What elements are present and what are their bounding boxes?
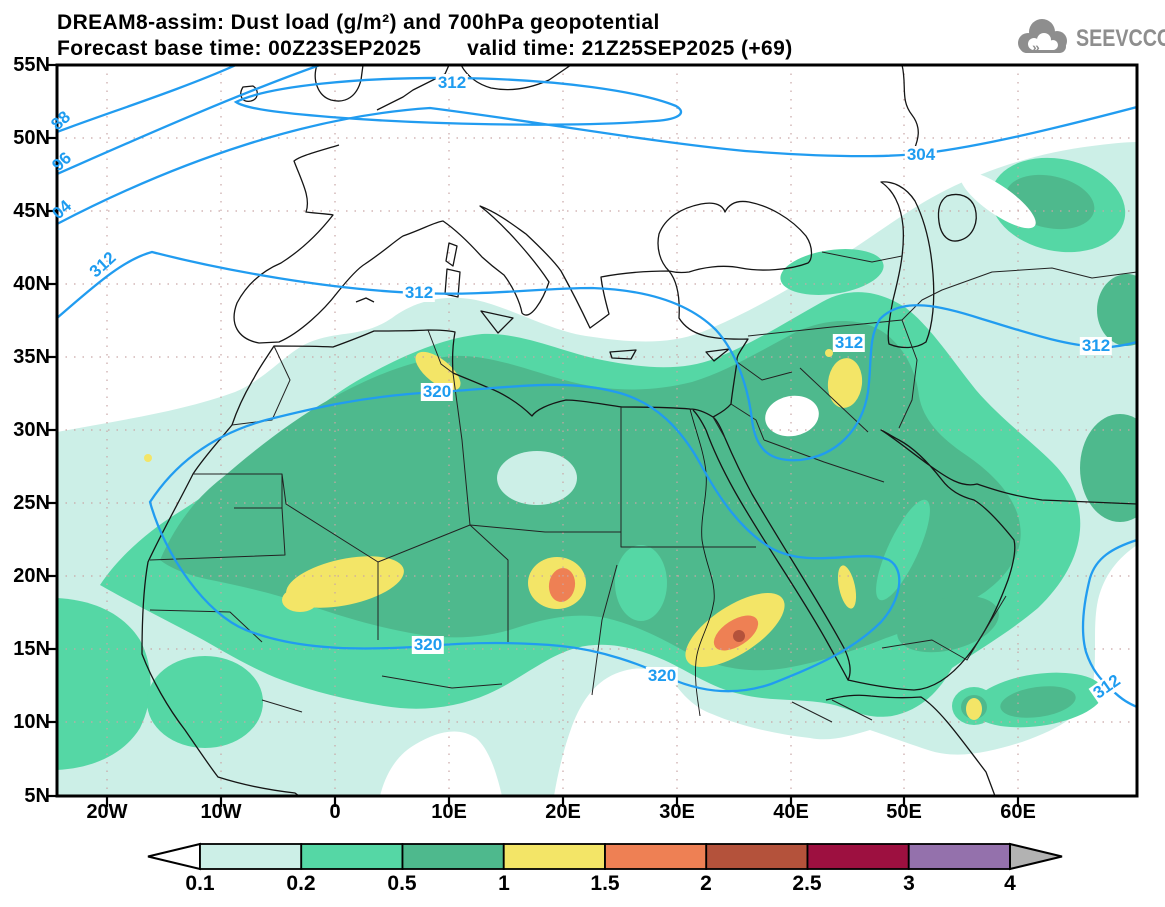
geopotential-contour-label: 312 bbox=[1079, 336, 1113, 355]
page-title: DREAM8-assim: Dust load (g/m²) and 700hP… bbox=[57, 11, 660, 34]
colorbar-arrow-left bbox=[147, 842, 201, 871]
geopotential-contour-label: 312 bbox=[832, 333, 866, 352]
geopotential-contour-label: 312 bbox=[435, 73, 469, 92]
country-borders bbox=[149, 251, 1137, 723]
lat-axis-label: 55N bbox=[13, 54, 50, 76]
lat-axis-label: 50N bbox=[13, 127, 50, 149]
geopotential-contour-label: 320 bbox=[420, 382, 454, 401]
colorbar bbox=[147, 842, 1063, 871]
colorbar-segment bbox=[705, 843, 809, 870]
lat-axis-label: 35N bbox=[13, 346, 50, 368]
colorbar-label: 2 bbox=[700, 872, 712, 895]
colorbar-segment bbox=[806, 843, 910, 870]
lon-axis-label: 20W bbox=[86, 801, 128, 823]
title-block: DREAM8-assim: Dust load (g/m²) and 700hP… bbox=[57, 10, 793, 61]
valid-time: valid time: 21Z25SEP2025 (+69) bbox=[467, 37, 793, 60]
geopotential-contour-label: 320 bbox=[411, 635, 445, 654]
lat-axis-label: 10N bbox=[13, 711, 50, 733]
coastlines bbox=[141, 65, 1137, 796]
geopotential-contour-label: 312 bbox=[402, 283, 436, 302]
lat-axis-label: 30N bbox=[13, 419, 50, 441]
colorbar-label: 4 bbox=[1004, 872, 1016, 895]
contour-288 bbox=[57, 65, 238, 134]
geopotential-contour-label: 304 bbox=[904, 145, 938, 164]
lat-axis-label: 15N bbox=[13, 638, 50, 660]
colorbar-label: 0.2 bbox=[286, 872, 316, 895]
contour-312-se bbox=[1081, 538, 1137, 709]
colorbar-segment bbox=[300, 843, 404, 870]
lat-axis-label: 40N bbox=[13, 273, 50, 295]
colorbar-segment bbox=[401, 843, 505, 870]
cloud-icon: » bbox=[1012, 16, 1074, 61]
svg-text:»: » bbox=[1032, 39, 1040, 55]
logo-text: SEEVCCC bbox=[1076, 24, 1165, 52]
dust-shading bbox=[57, 142, 1137, 796]
lat-axis-label: 45N bbox=[13, 200, 50, 222]
lon-axis-label: 10W bbox=[200, 801, 242, 823]
contour-304 bbox=[57, 105, 1137, 226]
colorbar-arrow-right bbox=[1009, 842, 1063, 871]
geopotential-contour-label: 320 bbox=[645, 666, 679, 685]
colorbar-label: 0.5 bbox=[387, 872, 417, 895]
subtitle: Forecast base time: 00Z23SEP2025 valid ti… bbox=[57, 36, 793, 61]
lon-axis-label: 60E bbox=[1000, 801, 1036, 823]
lat-axis-label: 20N bbox=[13, 565, 50, 587]
colorbar-label: 0.1 bbox=[185, 872, 215, 895]
colorbar-label: 1 bbox=[498, 872, 510, 895]
lon-axis-label: 50E bbox=[886, 801, 922, 823]
colorbar-segment bbox=[502, 843, 606, 870]
lon-axis-label: 40E bbox=[773, 801, 809, 823]
forecast-base-time: Forecast base time: 00Z23SEP2025 bbox=[57, 37, 422, 60]
contour-312-ridge bbox=[233, 76, 683, 126]
colorbar-segment bbox=[907, 843, 1011, 870]
axis-ticks bbox=[46, 63, 1020, 807]
lat-axis-label: 25N bbox=[13, 492, 50, 514]
seevccc-logo: » SEEVCCC bbox=[1012, 16, 1165, 61]
colorbar-label: 3 bbox=[903, 872, 915, 895]
contour-312-main bbox=[57, 250, 1137, 462]
lat-axis-label: 5N bbox=[24, 785, 50, 807]
lon-axis-label: 0 bbox=[329, 801, 341, 823]
colorbar-segment bbox=[199, 843, 303, 870]
colorbar-segment bbox=[604, 843, 708, 870]
lon-axis-label: 10E bbox=[431, 801, 467, 823]
contour-296 bbox=[57, 65, 322, 176]
lon-axis-label: 20E bbox=[545, 801, 581, 823]
colorbar-label: 1.5 bbox=[590, 872, 620, 895]
lon-axis-label: 30E bbox=[659, 801, 695, 823]
colorbar-label: 2.5 bbox=[792, 872, 822, 895]
